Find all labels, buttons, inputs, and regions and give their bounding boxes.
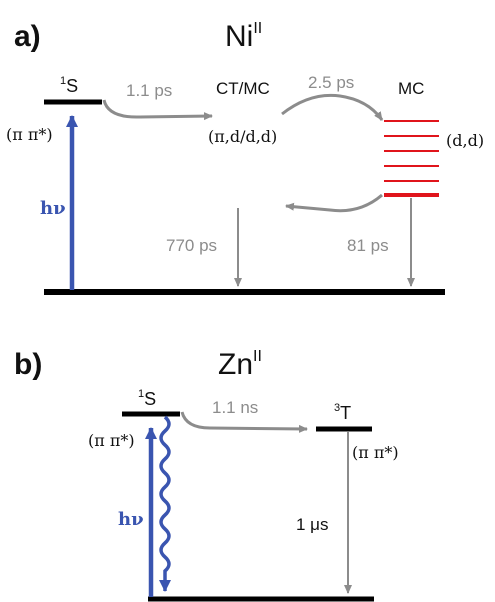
panel-b-isc-arrow (180, 411, 308, 433)
panel-b-t-label: 3T (334, 402, 351, 423)
panel-b-t-config: (π π*) (352, 443, 399, 462)
panel-a-metal-label: NiII (225, 20, 262, 53)
panel-b-t-letter: T (340, 403, 351, 423)
panel-b-t-sup: 3 (334, 402, 340, 414)
panel-a-mc-label: MC (398, 79, 424, 98)
panel-a-mc-manifold (384, 120, 439, 197)
panel-b-s1-label: 1S (138, 388, 156, 409)
panel-a-s1-sup: 1 (60, 75, 66, 87)
panel-a-metal: Ni (225, 20, 253, 53)
panel-b-time-1: 1.1 ns (212, 398, 258, 417)
panel-a-mc-to-low-arrow (285, 193, 383, 213)
panel-a: a) NiII 1S (π π*) hν 1.1 ps CT/MC (π,d/d… (6, 20, 484, 295)
panel-b-s1-letter: S (144, 389, 156, 409)
panel-a-ctmc-config: (π,d/d,d) (208, 127, 277, 146)
panel-a-time-4: 81 ps (347, 236, 389, 255)
panel-a-ctmc-label: CT/MC (216, 79, 270, 98)
panel-b-excitation-label: hν (118, 509, 144, 530)
panel-a-time-3: 770 ps (166, 236, 217, 255)
panel-b-s1-config: (π π*) (88, 431, 135, 450)
panel-a-tag: a) (14, 20, 41, 53)
panel-b-tag: b) (14, 348, 42, 381)
panel-a-excitation-label: hν (40, 198, 66, 219)
panel-a-s1-label: 1S (60, 75, 78, 96)
panel-a-oxidation: II (253, 20, 262, 37)
panel-a-mc-config: (d,d) (446, 131, 484, 150)
panel-b-oxidation: II (253, 348, 262, 365)
panel-b: b) ZnII 1S (π π*) hν 1.1 ns 3T (π π*) 1 … (14, 348, 399, 602)
panel-a-time-2: 2.5 ps (308, 73, 354, 92)
panel-b-s1-sup: 1 (138, 388, 144, 400)
panel-a-time-1: 1.1 ps (126, 81, 172, 100)
panel-a-s1-letter: S (66, 76, 78, 96)
panel-a-s1-to-ctmc-arrow (102, 99, 213, 121)
panel-a-s1-config: (π π*) (6, 125, 53, 144)
panel-b-fluorescence-arrow (159, 415, 171, 592)
panel-b-time-2: 1 μs (296, 515, 328, 534)
panel-b-metal-label: ZnII (218, 348, 262, 381)
panel-b-metal: Zn (218, 348, 253, 381)
panel-a-ctmc-to-mc-arrow (281, 93, 384, 121)
